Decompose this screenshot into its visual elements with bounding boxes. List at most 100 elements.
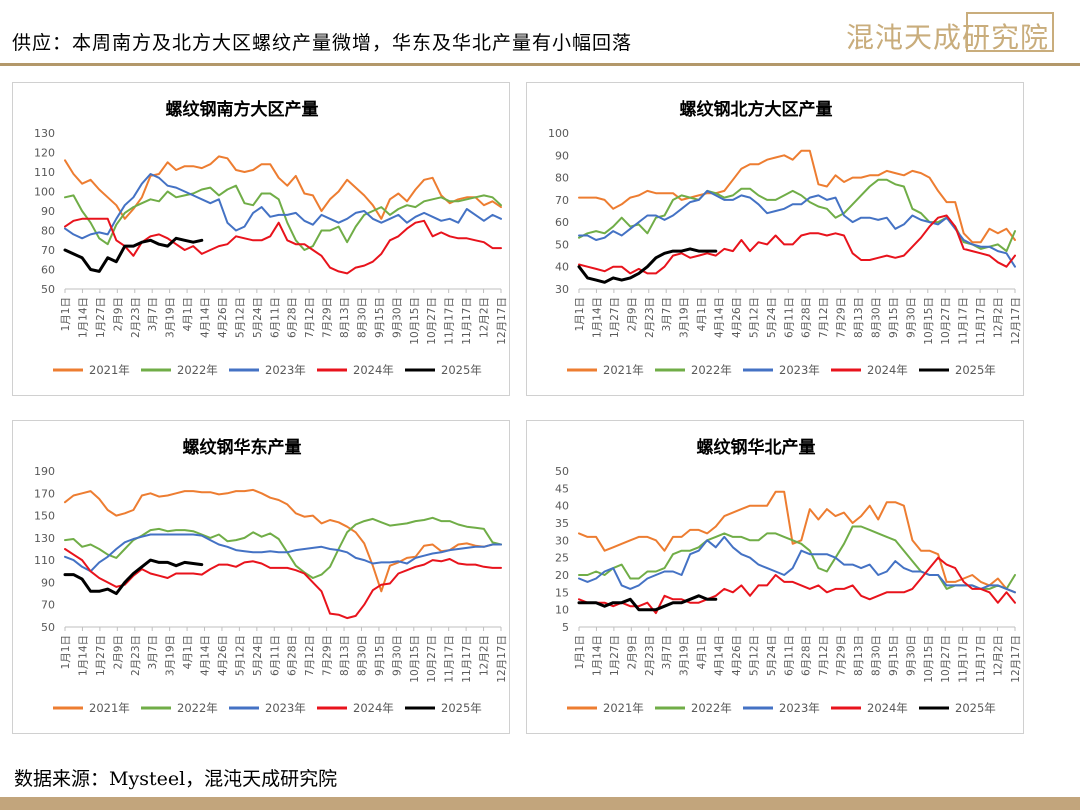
line-chart: 螺纹钢南方大区产量 50 60 70 80 90 100 110 120 130 1月1日 1月14日… [34, 99, 508, 377]
x-tick-label: 6月28日 [287, 297, 299, 338]
legend-label: 2023年 [779, 363, 820, 377]
x-tick-label: 1月1日 [60, 635, 72, 669]
x-tick-label: 11月17日 [444, 635, 456, 683]
x-tick-label: 1月27日 [609, 635, 621, 676]
x-tick-label: 3月19日 [679, 297, 691, 338]
chart-title: 螺纹钢北方大区产量 [680, 99, 833, 120]
x-tick-label: 4月26日 [731, 635, 743, 676]
x-tick-label: 8月30日 [356, 635, 368, 676]
x-tick-label: 2月23日 [130, 297, 142, 338]
y-tick-label: 90 [41, 576, 55, 589]
x-tick-label: 4月1日 [182, 297, 194, 331]
x-tick-label: 9月15日 [888, 297, 900, 338]
y-tick-label: 70 [41, 599, 55, 612]
series-line-2022年 [578, 525, 1016, 590]
y-tick-label: 60 [41, 264, 55, 277]
y-tick-label: 120 [34, 147, 55, 160]
y-tick-label: 90 [555, 149, 569, 162]
x-tick-label: 7月29日 [836, 635, 848, 676]
x-tick-label: 9月15日 [888, 635, 900, 676]
page-title: 供应：本周南方及北方大区螺纹产量微增，华东及华北产量有小幅回落 [12, 32, 633, 54]
legend-label: 2021年 [89, 363, 130, 377]
x-tick-label: 10月15日 [923, 635, 935, 683]
x-tick-label: 12月17日 [496, 635, 508, 683]
x-tick-label: 1月14日 [77, 297, 89, 338]
x-tick-label: 9月15日 [374, 297, 386, 338]
y-tick-label: 80 [555, 172, 569, 185]
legend-label: 2022年 [177, 363, 218, 377]
x-tick-label: 2月9日 [626, 297, 638, 331]
y-tick-label: 70 [41, 244, 55, 257]
y-tick-label: 45 [555, 482, 569, 495]
x-tick-label: 3月7日 [147, 635, 159, 669]
x-tick-label: 4月26日 [217, 297, 229, 338]
legend-label: 2024年 [867, 701, 908, 715]
series-line-2025年 [63, 558, 204, 596]
x-tick-label: 12月2日 [479, 635, 491, 676]
legend-label: 2024年 [867, 363, 908, 377]
x-tick-label: 4月14日 [714, 635, 726, 676]
x-tick-label: 8月30日 [870, 635, 882, 676]
x-tick-label: 1月1日 [574, 297, 586, 331]
series-line-2021年 [578, 149, 1016, 244]
data-source-note: 数据来源：Mysteel，混沌天成研究院 [14, 768, 338, 790]
series-line-2025年 [577, 594, 718, 612]
x-tick-label: 6月28日 [801, 297, 813, 338]
x-tick-label: 5月24日 [766, 635, 778, 676]
x-tick-label: 10月27日 [940, 297, 952, 345]
y-tick-label: 40 [555, 500, 569, 513]
x-tick-label: 3月19日 [679, 635, 691, 676]
x-tick-label: 1月27日 [609, 297, 621, 338]
y-tick-label: 110 [34, 166, 55, 179]
legend-label: 2022年 [691, 701, 732, 715]
chart-panel-north: 螺纹钢北方大区产量 30 40 50 60 70 80 90 100 1月1日 1月14日 1月27日… [526, 82, 1024, 396]
footer-bar [0, 797, 1080, 810]
x-tick-label: 6月11日 [783, 297, 795, 338]
x-tick-label: 5月24日 [252, 297, 264, 338]
y-tick-label: 100 [548, 127, 569, 140]
chart-title: 螺纹钢南方大区产量 [166, 99, 319, 120]
y-tick-label: 170 [34, 487, 55, 500]
y-tick-label: 30 [555, 534, 569, 547]
x-tick-label: 2月23日 [644, 635, 656, 676]
x-tick-label: 3月19日 [165, 635, 177, 676]
brand-logo-frame [966, 12, 1054, 52]
x-tick-label: 4月14日 [200, 297, 212, 338]
x-tick-label: 4月14日 [200, 635, 212, 676]
legend-label: 2024年 [353, 363, 394, 377]
legend-label: 2023年 [265, 701, 306, 715]
series-line-2024年 [578, 214, 1016, 275]
x-tick-label: 8月30日 [356, 297, 368, 338]
x-tick-label: 8月13日 [853, 297, 865, 338]
x-tick-label: 1月14日 [591, 297, 603, 338]
x-tick-label: 7月12日 [304, 635, 316, 676]
legend-label: 2021年 [603, 363, 644, 377]
x-tick-label: 12月2日 [993, 297, 1005, 338]
series-line-2025年 [63, 236, 204, 273]
x-tick-label: 1月14日 [591, 635, 603, 676]
series-line-2024年 [64, 548, 502, 620]
legend-label: 2021年 [603, 701, 644, 715]
x-tick-label: 8月13日 [339, 297, 351, 338]
chart-panel-south: 螺纹钢南方大区产量 50 60 70 80 90 100 110 120 130 1月1日 1月14日… [12, 82, 510, 396]
x-tick-label: 4月1日 [696, 635, 708, 669]
x-tick-label: 10月27日 [940, 635, 952, 683]
x-tick-label: 7月12日 [818, 635, 830, 676]
series-line-2023年 [578, 535, 1016, 594]
x-tick-label: 2月9日 [112, 635, 124, 669]
x-tick-label: 7月29日 [836, 297, 848, 338]
x-tick-label: 3月19日 [165, 297, 177, 338]
line-chart: 螺纹钢华北产量 5 10 15 20 25 30 35 40 45 50 1月1日 1月14日 1月27日… [555, 437, 1022, 715]
x-tick-label: 7月29日 [322, 635, 334, 676]
x-tick-label: 11月17日 [461, 635, 473, 683]
x-tick-label: 11月17日 [444, 297, 456, 345]
x-tick-label: 11月17日 [461, 297, 473, 345]
series-line-2021年 [64, 155, 502, 220]
x-tick-label: 1月14日 [77, 635, 89, 676]
legend-label: 2022年 [691, 363, 732, 377]
y-tick-label: 25 [555, 552, 569, 565]
x-tick-label: 6月28日 [801, 635, 813, 676]
y-tick-label: 10 [555, 604, 569, 617]
y-tick-label: 5 [562, 621, 569, 634]
x-tick-label: 3月7日 [661, 635, 673, 669]
